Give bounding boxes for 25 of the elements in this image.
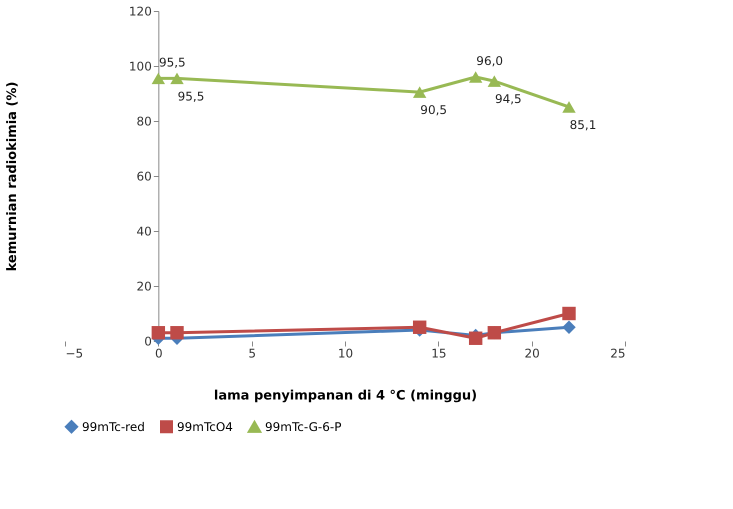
y-tick-label: 20: [136, 280, 152, 294]
legend-label: 99mTc-red: [82, 420, 145, 434]
y-axis-title: kemurnian radiokimia (%): [4, 82, 20, 272]
data-label: 95,5: [178, 89, 204, 104]
legend-label: 99mTcO4: [177, 420, 233, 434]
data-label: 90,5: [420, 103, 448, 118]
x-axis-title: lama penyimpanan di 4 °C (minggu): [214, 388, 478, 404]
data-label: 94,5: [494, 92, 522, 106]
x-tick-label: 20: [524, 346, 540, 360]
data-label: 96,0: [476, 54, 504, 68]
x-tick-label: 15: [431, 346, 446, 360]
x-tick-label: 10: [338, 346, 354, 360]
data-label: 85,1: [570, 118, 596, 132]
y-tick-label: 80: [136, 114, 152, 128]
y-tick-label: 40: [136, 224, 152, 238]
y-tick-label: 60: [136, 170, 152, 184]
y-tick-label: 100: [128, 60, 152, 74]
x-tick-label: 25: [610, 346, 626, 360]
legend-label: 99mTc-G-6-P: [265, 420, 342, 434]
y-tick-label: 120: [128, 4, 152, 18]
x-tick-label: 5: [248, 346, 256, 360]
x-tick-label: 0: [155, 346, 163, 360]
y-tick-label: 0: [144, 334, 152, 348]
x-tick-label: −5: [66, 346, 84, 360]
data-label: 95,5: [158, 55, 186, 70]
